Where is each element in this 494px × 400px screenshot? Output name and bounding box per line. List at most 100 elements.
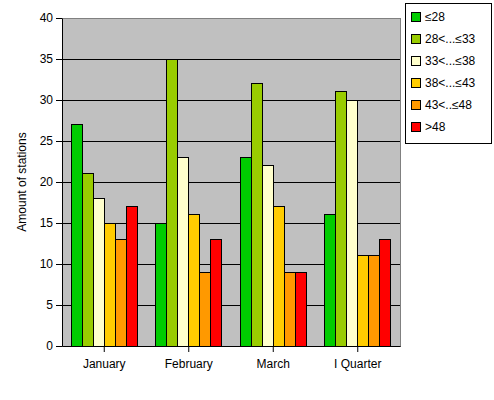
- x-axis: January February March I Quarter: [63, 346, 401, 371]
- y-tick-label: 15: [40, 216, 54, 230]
- bar: [115, 239, 126, 346]
- legend-item: 28<...≤33: [411, 32, 476, 46]
- x-tick-label: March: [257, 357, 290, 371]
- y-axis: 0 5 10 15 20 25 30 35 40: [40, 11, 63, 353]
- bar: [369, 256, 380, 346]
- bar-series: [115, 239, 379, 346]
- legend-swatch: [411, 122, 420, 131]
- bar-series: [82, 59, 346, 346]
- bar: [200, 272, 211, 346]
- bar: [347, 100, 358, 346]
- legend-item: 38<...≤43: [411, 76, 476, 90]
- legend: ≤28 28<...≤33 33<...≤38 38<...≤43 43<..≤48 >4…: [405, 3, 491, 143]
- legend-label: 28<...≤33: [425, 32, 476, 46]
- legend-label: ≤28: [425, 10, 445, 24]
- y-tick-mark: [56, 18, 62, 19]
- bar-series: [104, 207, 368, 346]
- bar: [325, 215, 336, 346]
- x-axis-line: [63, 346, 401, 347]
- grid-line: [62, 59, 400, 60]
- legend-box: [405, 3, 491, 143]
- legend-item: 43<..≤48: [411, 98, 472, 112]
- y-tick: 30: [40, 93, 62, 107]
- bar: [126, 207, 137, 346]
- x-tick: February: [165, 346, 213, 371]
- x-tick-label: I Quarter: [334, 357, 381, 371]
- y-tick-mark: [56, 264, 62, 265]
- bar: [82, 174, 93, 346]
- bar: [336, 92, 347, 346]
- bar: [104, 223, 115, 346]
- y-tick: 25: [40, 134, 62, 148]
- bar: [262, 166, 273, 346]
- grid: [62, 18, 400, 346]
- y-tick-label: 20: [40, 175, 54, 189]
- legend-label: 38<...≤43: [425, 76, 476, 90]
- bar: [295, 272, 306, 346]
- legend-label: 33<...≤38: [425, 54, 476, 68]
- y-tick-mark: [56, 182, 62, 183]
- bar: [284, 272, 295, 346]
- bar: [71, 125, 82, 346]
- bar: [167, 59, 178, 346]
- plot: 0 5 10 15 20 25 30 35 40 January February March I Qu…: [40, 11, 401, 371]
- bar: [273, 207, 284, 346]
- y-tick: 5: [46, 298, 62, 312]
- y-axis-title: Amount of stations: [15, 132, 29, 231]
- y-tick-label: 40: [40, 11, 54, 25]
- y-tick-label: 10: [40, 257, 54, 271]
- x-tick-mark: [104, 346, 105, 352]
- y-tick: 10: [40, 257, 62, 271]
- x-tick-mark: [273, 346, 274, 352]
- legend-item: >48: [411, 120, 446, 134]
- chart: 0 5 10 15 20 25 30 35 40 January February March I Qu…: [0, 0, 494, 400]
- y-tick-label: 5: [46, 298, 53, 312]
- bar-series: [71, 125, 335, 346]
- bars: [71, 59, 390, 346]
- plot-frame: [62, 18, 400, 346]
- legend-item: ≤28: [411, 10, 445, 24]
- bar: [251, 84, 262, 346]
- legend-item: 33<...≤38: [411, 54, 476, 68]
- y-tick-mark: [56, 100, 62, 101]
- y-tick-label: 25: [40, 134, 54, 148]
- y-tick: 40: [40, 11, 62, 25]
- bar-series: [93, 100, 357, 346]
- x-tick: January: [83, 346, 126, 371]
- legend-swatch: [411, 12, 420, 21]
- bar: [358, 256, 369, 346]
- bar-series: [126, 207, 390, 346]
- y-tick: 20: [40, 175, 62, 189]
- y-tick: 0: [46, 339, 62, 353]
- x-tick: March: [257, 346, 290, 371]
- y-tick-label: 30: [40, 93, 54, 107]
- legend-label: >48: [425, 120, 446, 134]
- y-tick-mark: [56, 305, 62, 306]
- bar: [178, 157, 189, 346]
- y-tick-mark: [56, 346, 62, 347]
- bar: [156, 223, 167, 346]
- y-tick-mark: [56, 223, 62, 224]
- x-tick-label: February: [165, 357, 213, 371]
- y-tick: 35: [40, 52, 62, 66]
- legend-swatch: [411, 56, 420, 65]
- bar: [211, 239, 222, 346]
- bar: [380, 239, 391, 346]
- x-tick-mark: [357, 346, 358, 352]
- x-tick-label: January: [83, 357, 126, 371]
- x-tick-mark: [188, 346, 189, 352]
- y-tick: 15: [40, 216, 62, 230]
- y-tick-mark: [56, 141, 62, 142]
- legend-swatch: [411, 100, 420, 109]
- y-tick-label: 35: [40, 52, 54, 66]
- legend-label: 43<..≤48: [425, 98, 472, 112]
- plot-background: [62, 18, 400, 346]
- bar: [189, 215, 200, 346]
- bar: [93, 198, 104, 346]
- x-tick: I Quarter: [334, 346, 381, 371]
- y-tick-label: 0: [46, 339, 53, 353]
- y-axis-line: [62, 19, 63, 347]
- y-tick-mark: [56, 59, 62, 60]
- bar: [240, 157, 251, 346]
- legend-swatch: [411, 34, 420, 43]
